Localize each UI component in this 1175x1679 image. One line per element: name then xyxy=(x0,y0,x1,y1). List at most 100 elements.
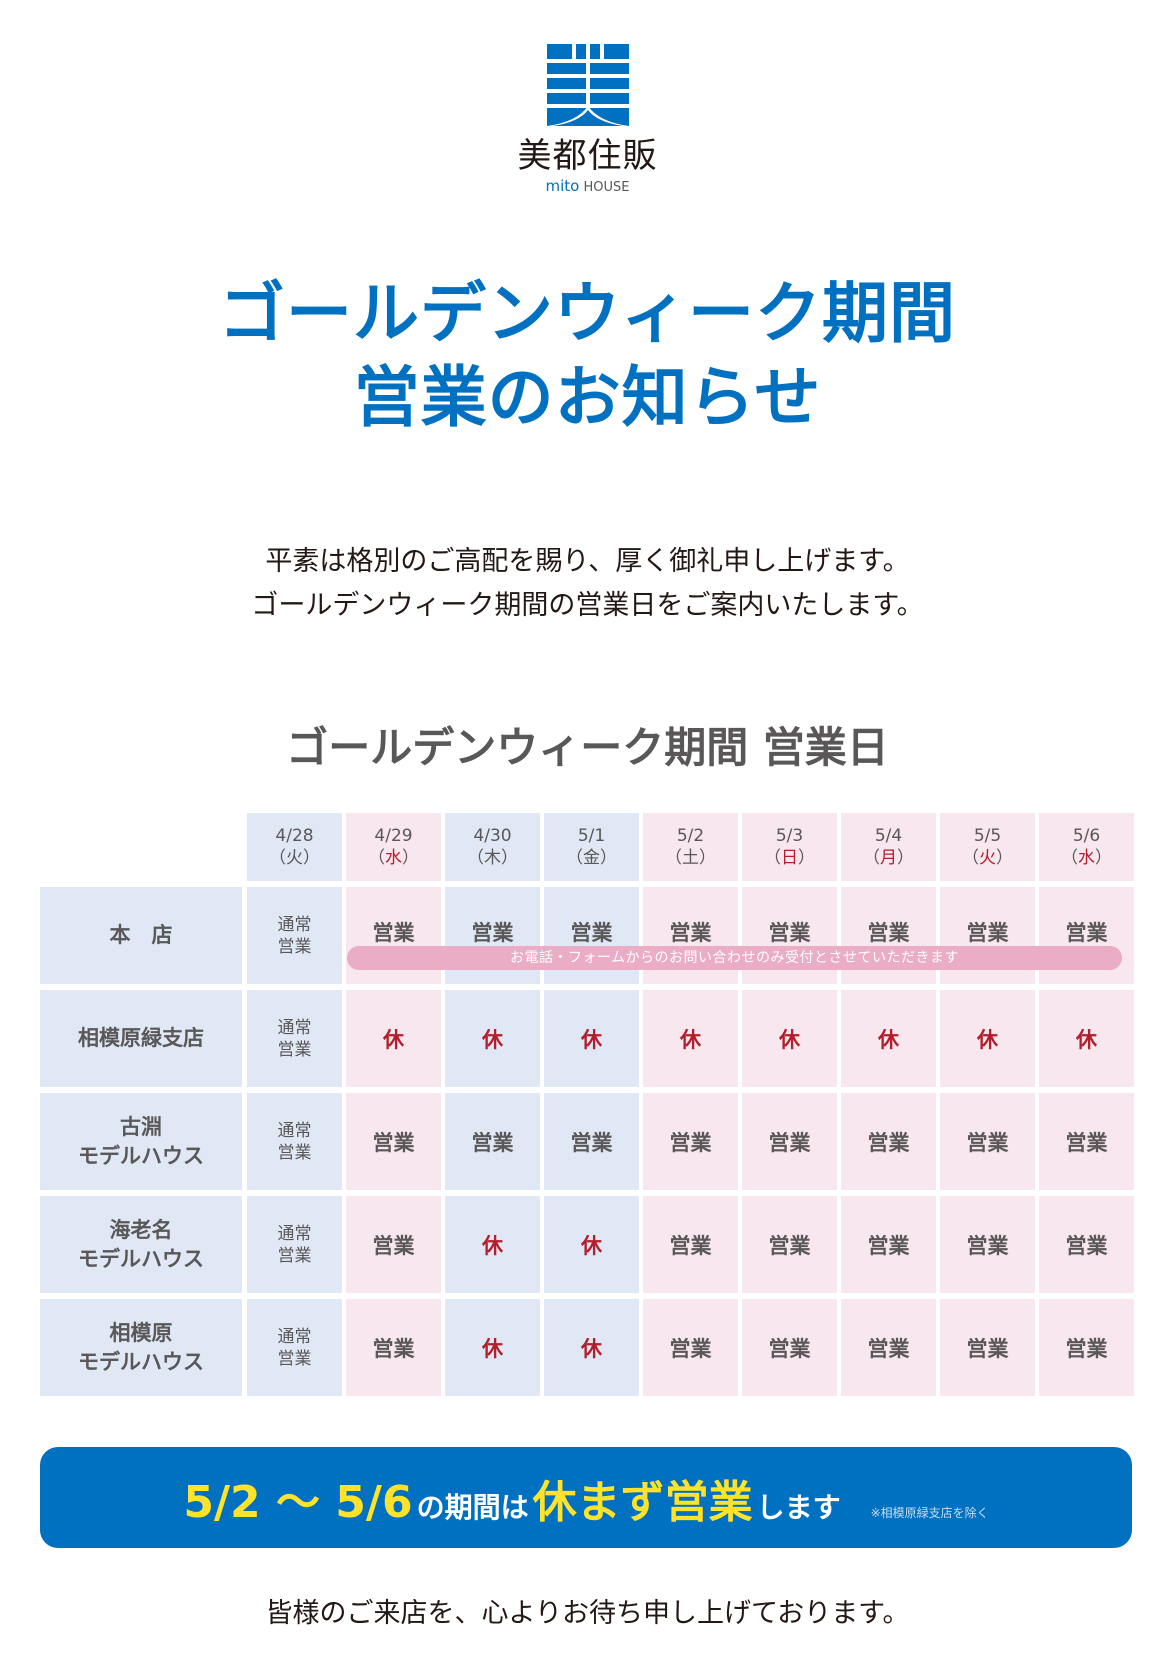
date-header-cell: 4/28 （火） xyxy=(247,813,342,881)
closed-status: 休 xyxy=(878,1027,899,1052)
normal-business-label: 通常 xyxy=(277,1017,312,1038)
status-cell: 営業 xyxy=(1039,1299,1134,1396)
open-status: 営業 xyxy=(867,1336,910,1361)
status-cell: 営業 xyxy=(1039,1093,1134,1190)
table-row: 相模原 モデルハウス 通常 営業 営業休休営業 営業 営業 営業 営業 xyxy=(40,1299,1134,1396)
date-header-cell: 5/1 （金） xyxy=(544,813,639,881)
weekday-label: （木） xyxy=(467,847,518,869)
normal-business-label: 通常 xyxy=(277,1120,312,1141)
status-cell: 営業 xyxy=(643,1196,738,1293)
status-cell: 休 xyxy=(940,990,1035,1087)
normal-business-cell: 通常 営業 xyxy=(247,887,342,984)
normal-business-label: 営業 xyxy=(277,1348,312,1369)
status-cell: 休 xyxy=(346,990,441,1087)
store-name-cell: 相模原 モデルハウス xyxy=(40,1299,242,1396)
normal-business-cell: 通常 営業 xyxy=(247,1093,342,1190)
status-cell: 営業 xyxy=(841,1196,936,1293)
date-label: 4/28 xyxy=(275,826,314,846)
date-header-row: 4/28 （火） 4/29 （水） 4/30 （木） 5/1 （金） 5/2 （土） 5/3 （日） 5… xyxy=(40,813,1134,881)
status-cell: 営業 xyxy=(742,1093,837,1190)
open-status: 営業 xyxy=(768,1233,811,1258)
weekday-part: 木 xyxy=(484,848,501,868)
weekday-part: 金 xyxy=(583,848,600,868)
honten-notice-badge: お電話・フォームからのお問い合わせのみ受付とさせていただきます xyxy=(347,946,1122,970)
weekday-label: （火） xyxy=(269,847,320,869)
open-status: 営業 xyxy=(570,1130,613,1155)
open-status: 営業 xyxy=(966,1233,1009,1258)
open-status: 営業 xyxy=(867,1130,910,1155)
banner-highlight: 休まず営業 xyxy=(532,1476,753,1528)
status-cell: 休 xyxy=(445,1196,540,1293)
status-cell: 休 xyxy=(643,990,738,1087)
page-title: ゴールデンウィーク期間 営業のお知らせ xyxy=(0,272,1175,440)
weekday-label: （火） xyxy=(962,847,1013,869)
greeting-line2: ゴールデンウィーク期間の営業日をご案内いたします。 xyxy=(251,590,924,621)
open-status: 営業 xyxy=(966,1130,1009,1155)
status-cell: 休 xyxy=(841,990,936,1087)
date-header-cell: 5/2 （土） xyxy=(643,813,738,881)
banner-footnote: ※相模原緑支店を除く xyxy=(870,1505,989,1520)
weekday-part: 土 xyxy=(682,848,699,868)
weekday-label: （日） xyxy=(764,847,815,869)
normal-business-label: 通常 xyxy=(277,1326,312,1347)
normal-business-label: 通常 xyxy=(277,914,312,935)
closed-status: 休 xyxy=(482,1336,503,1361)
weekday-part: （ xyxy=(665,848,682,868)
store-name-line1: 相模原緑支店 xyxy=(78,1026,204,1050)
closed-status: 休 xyxy=(1076,1027,1097,1052)
greeting-line1: 平素は格別のご高配を賜り、厚く御礼申し上げます。 xyxy=(265,546,910,577)
open-status: 営業 xyxy=(669,1336,712,1361)
store-name-cell: 古淵 モデルハウス xyxy=(40,1093,242,1190)
status-cell: 営業 xyxy=(841,1299,936,1396)
weekday-part: ） xyxy=(798,848,815,868)
closed-status: 休 xyxy=(383,1027,404,1052)
weekday-part: （ xyxy=(863,848,880,868)
status-cell: 営業 xyxy=(643,1299,738,1396)
banner-range: 5/2 〜 5/6 xyxy=(183,1476,413,1528)
closed-status: 休 xyxy=(581,1336,602,1361)
date-label: 5/1 xyxy=(577,826,606,846)
status-cell: 営業 xyxy=(643,1093,738,1190)
date-header-cell: 5/4 （月） xyxy=(841,813,936,881)
status-cell: 休 xyxy=(544,1196,639,1293)
date-label: 4/29 xyxy=(374,826,413,846)
normal-business-cell: 通常 営業 xyxy=(247,990,342,1087)
weekday-part: 火 xyxy=(286,848,303,868)
open-status: 営業 xyxy=(1065,1233,1108,1258)
store-name-line2: モデルハウス xyxy=(78,1349,204,1374)
weekday-part: ） xyxy=(402,848,419,868)
status-cell: 営業 xyxy=(544,1093,639,1190)
date-label: 5/5 xyxy=(973,826,1002,846)
date-label: 5/3 xyxy=(775,826,804,846)
status-cell: 営業 xyxy=(841,1093,936,1190)
store-name-line1: 相模原 xyxy=(109,1320,173,1345)
weekday-label: （土） xyxy=(665,847,716,869)
weekday-part: ） xyxy=(600,848,617,868)
weekday-part: （ xyxy=(566,848,583,868)
weekday-part: （ xyxy=(467,848,484,868)
open-status: 営業 xyxy=(372,1336,415,1361)
open-status: 営業 xyxy=(1065,1130,1108,1155)
open-status: 営業 xyxy=(372,1130,415,1155)
date-header-cell: 5/3 （日） xyxy=(742,813,837,881)
open-status: 営業 xyxy=(966,920,1009,945)
open-status: 営業 xyxy=(867,1233,910,1258)
status-cell: 休 xyxy=(445,1299,540,1396)
open-status: 営業 xyxy=(768,920,811,945)
open-status: 営業 xyxy=(768,1336,811,1361)
store-name-cell: 本 店 xyxy=(40,887,242,984)
date-header-cell: 4/29 （水） xyxy=(346,813,441,881)
weekday-part: （ xyxy=(269,848,286,868)
normal-business-cell: 通常 営業 xyxy=(247,1196,342,1293)
weekday-part: 日 xyxy=(781,848,798,868)
weekday-label: （金） xyxy=(566,847,617,869)
weekday-label: （水） xyxy=(368,847,419,869)
date-label: 5/2 xyxy=(676,826,705,846)
weekday-part: 火 xyxy=(979,848,996,868)
weekday-part: （ xyxy=(1061,848,1078,868)
open-status: 営業 xyxy=(1065,920,1108,945)
status-cell: 休 xyxy=(1039,990,1134,1087)
weekday-label: （月） xyxy=(863,847,914,869)
open-period-banner: 5/2 〜 5/6 の期間は 休まず営業 します ※相模原緑支店を除く xyxy=(40,1447,1132,1548)
status-cell: 休 xyxy=(445,990,540,1087)
